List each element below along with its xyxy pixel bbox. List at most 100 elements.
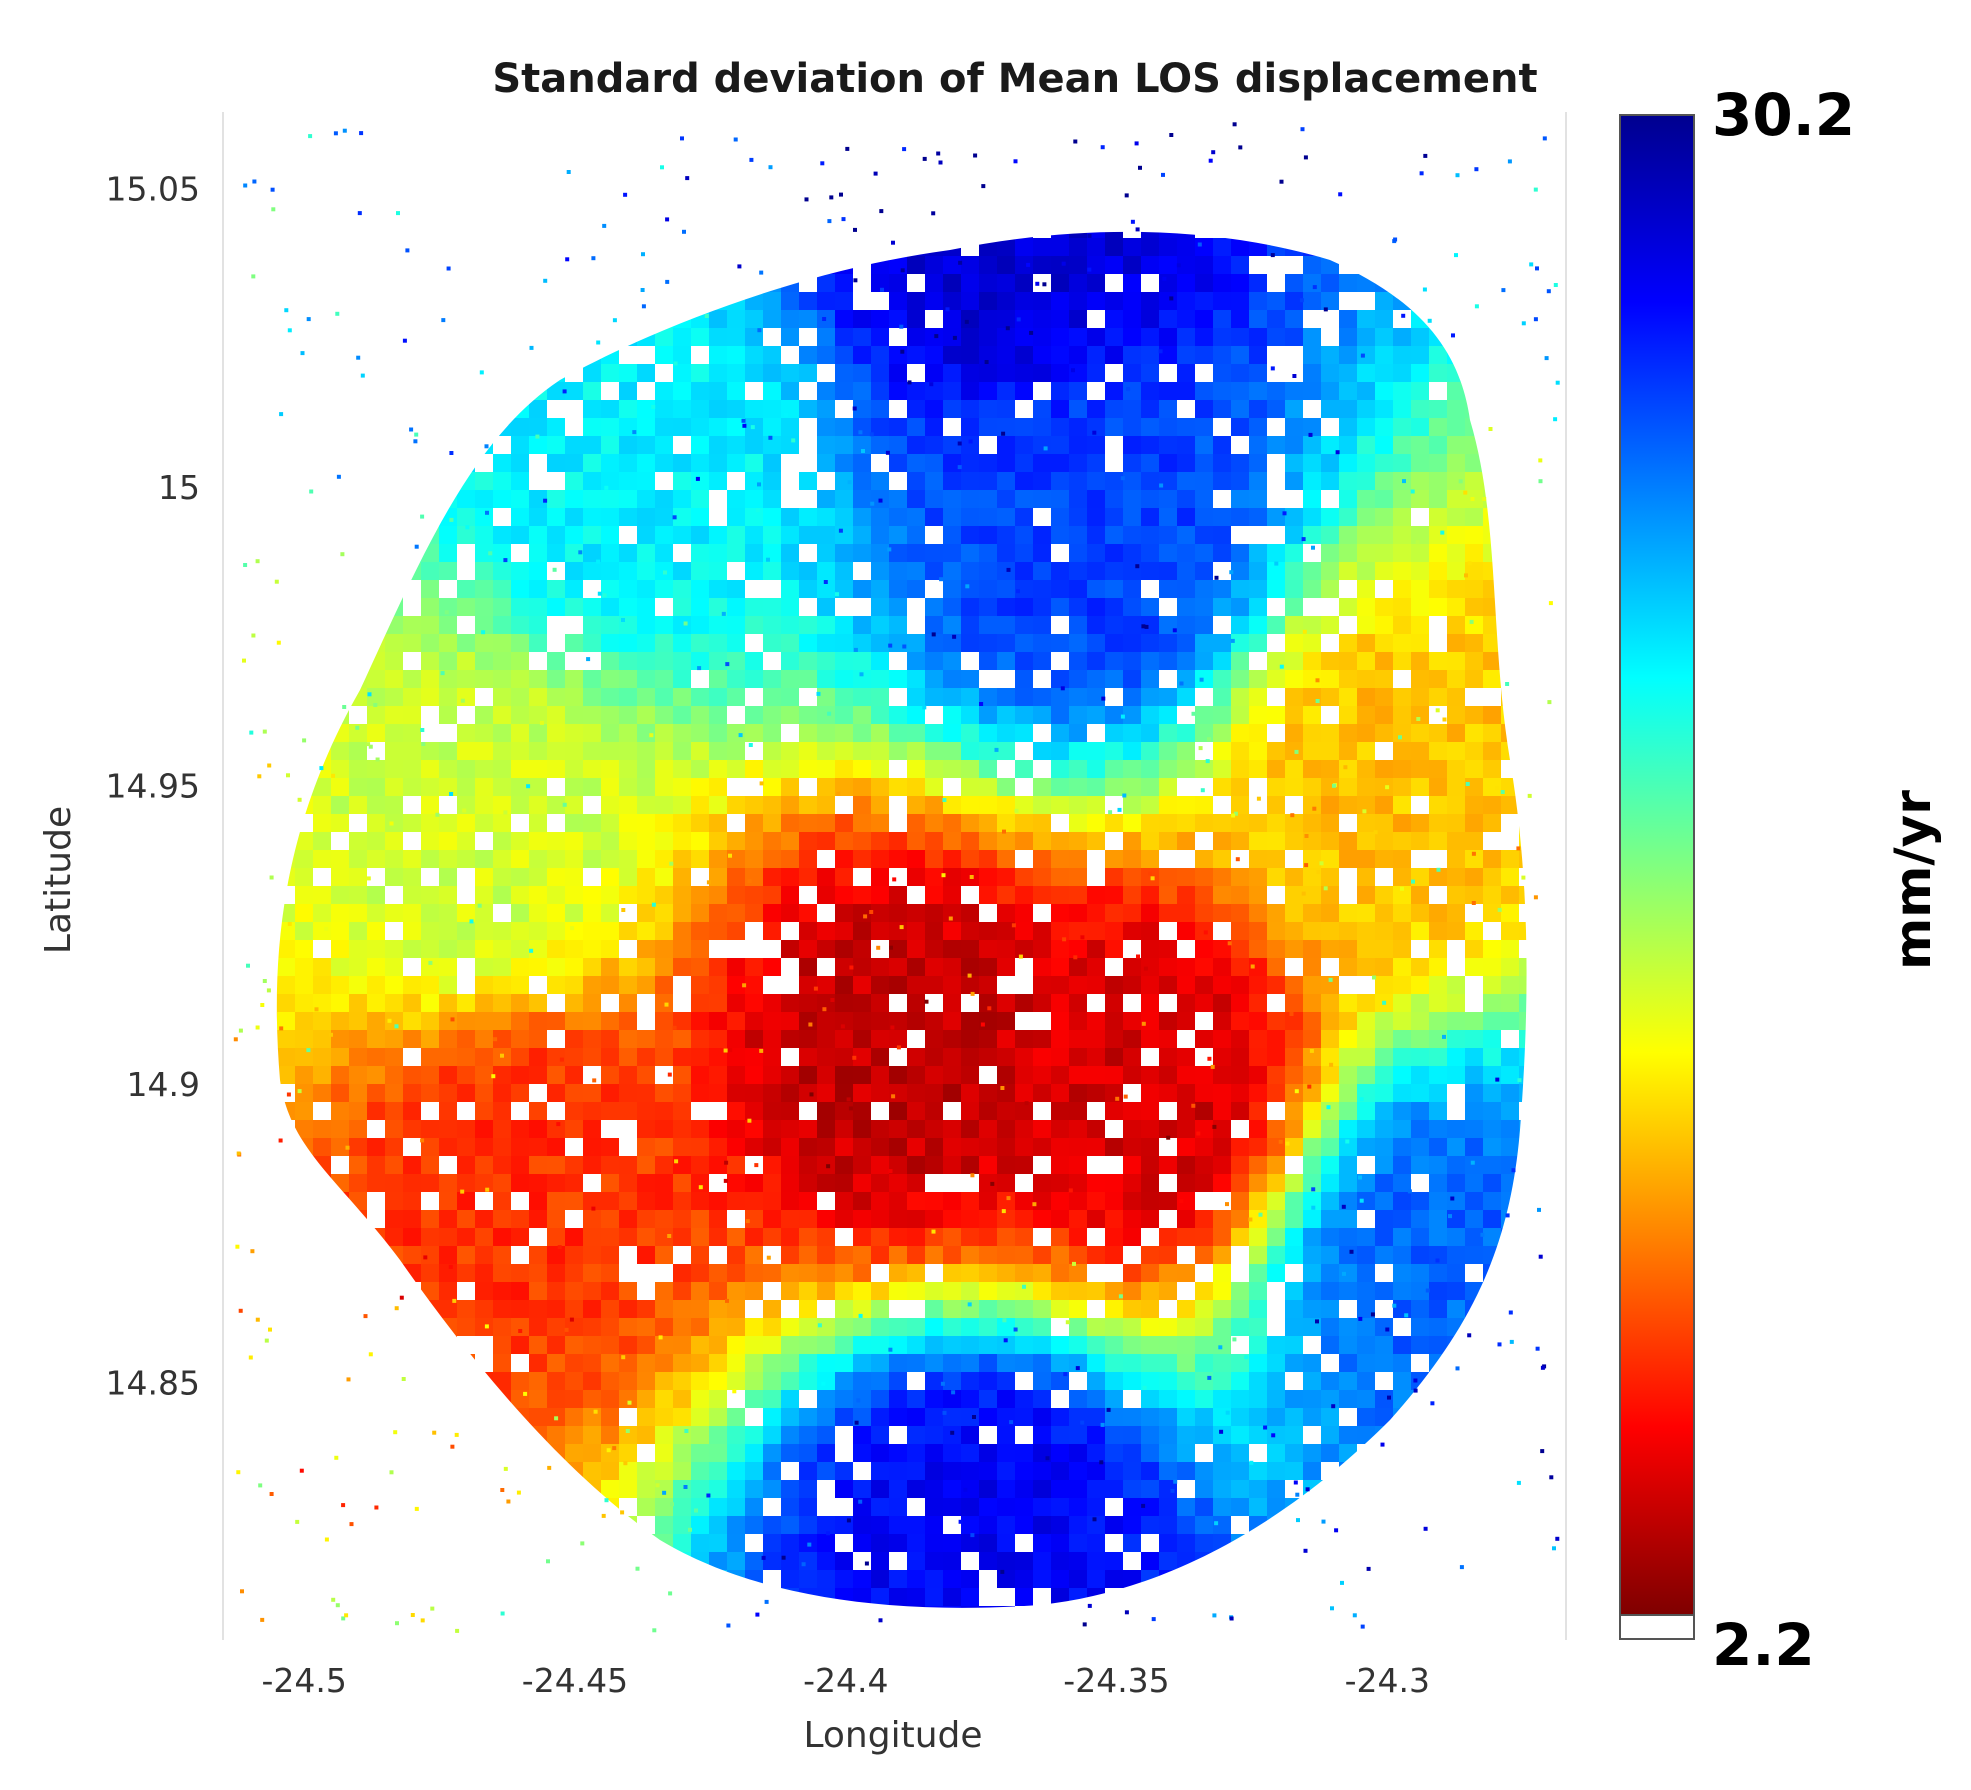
raster-cell (619, 364, 637, 382)
raster-cell (1519, 490, 1527, 508)
raster-cell (1231, 328, 1249, 346)
raster-cell (583, 310, 601, 328)
raster-cell (1267, 400, 1285, 418)
raster-cell (1087, 1336, 1105, 1354)
raster-cell (619, 562, 637, 580)
raster-cell (997, 526, 1015, 544)
raster-cell (1069, 544, 1087, 562)
raster-cell (1087, 1390, 1105, 1408)
raster-cell (241, 1156, 259, 1174)
raster-cell (295, 1318, 313, 1336)
raster-cell (601, 1300, 619, 1318)
raster-cell (493, 814, 511, 832)
raster-cell (457, 1048, 475, 1066)
raster-cell (385, 310, 403, 328)
raster-cell (781, 1066, 799, 1084)
raster-cell (1321, 832, 1339, 850)
raster-cell (1141, 1264, 1159, 1282)
raster-cell (889, 922, 907, 940)
raster-cell (1159, 1390, 1177, 1408)
raster-cell (547, 544, 565, 562)
raster-cell (1465, 274, 1483, 292)
raster-cell (276, 1066, 277, 1084)
raster-cell (1393, 1282, 1411, 1300)
raster-cell (619, 760, 637, 778)
raster-cell (709, 382, 727, 400)
raster-cell (1321, 814, 1339, 832)
raster-cell (583, 850, 601, 868)
raster-cell (1321, 184, 1339, 202)
raster-cell (673, 328, 691, 346)
raster-cell (1555, 1084, 1573, 1102)
raster-cell (997, 1336, 1015, 1354)
raster-cell (1267, 1390, 1285, 1408)
raster-cell (223, 1444, 241, 1462)
raster-cell (1123, 310, 1141, 328)
raster-cell (655, 1156, 673, 1174)
raster-cell (1447, 850, 1465, 868)
raster-cell (1159, 526, 1177, 544)
raster-cell (1483, 706, 1501, 724)
raster-cell (781, 1426, 799, 1444)
raster-cell (439, 166, 457, 184)
raster-cell (727, 832, 745, 850)
raster-cell (241, 1138, 259, 1156)
raster-cell (511, 472, 529, 490)
raster-cell (1519, 1084, 1527, 1102)
raster-cell (727, 1354, 745, 1372)
raster-cell (385, 274, 403, 292)
raster-cell (421, 688, 439, 706)
raster-cell (997, 1012, 1015, 1030)
raster-cell (1015, 1120, 1033, 1138)
raster-cell (349, 886, 367, 904)
raster-cell (385, 1120, 403, 1138)
raster-cell (817, 688, 835, 706)
raster-cell (1447, 688, 1465, 706)
raster-cell (781, 310, 799, 328)
raster-cell (763, 1300, 781, 1318)
raster-cell (1465, 454, 1483, 472)
raster-cell (763, 1030, 781, 1048)
raster-cell (1087, 256, 1105, 274)
raster-cell (691, 544, 709, 562)
raster-cell (619, 670, 637, 688)
raster-cell (655, 184, 673, 202)
raster-cell (871, 328, 889, 346)
raster-cell (1321, 1084, 1339, 1102)
raster-cell (1375, 1120, 1393, 1138)
raster-cell (403, 886, 421, 904)
raster-cell (1123, 436, 1141, 454)
raster-cell (709, 922, 727, 940)
raster-cell (511, 976, 529, 994)
raster-cell (745, 562, 763, 580)
raster-cell (835, 760, 853, 778)
raster-cell (1321, 148, 1339, 166)
raster-cell (1465, 1138, 1483, 1156)
raster-cell (1123, 688, 1141, 706)
raster-cell (1033, 238, 1051, 256)
raster-cell (853, 580, 871, 598)
raster-cell (925, 886, 943, 904)
raster-cell (475, 490, 493, 508)
raster-cell (583, 1102, 601, 1120)
raster-cell (1411, 184, 1429, 202)
raster-cell (475, 922, 493, 940)
raster-cell (1249, 850, 1267, 868)
raster-cell (979, 796, 997, 814)
raster-cell (745, 490, 763, 508)
raster-cell (241, 1228, 259, 1246)
raster-cell (907, 1426, 925, 1444)
raster-cell (727, 364, 745, 382)
raster-cell (313, 1246, 331, 1264)
raster-cell (1429, 238, 1447, 256)
raster-cell (799, 472, 817, 490)
raster-cell (421, 166, 439, 184)
raster-cell (1033, 1282, 1051, 1300)
raster-cell (457, 814, 475, 832)
raster-cell (1375, 454, 1393, 472)
raster-cell (997, 1084, 1015, 1102)
raster-cell (313, 562, 331, 580)
raster-cell (1447, 868, 1465, 886)
raster-cell (511, 202, 529, 220)
raster-cell (871, 742, 889, 760)
